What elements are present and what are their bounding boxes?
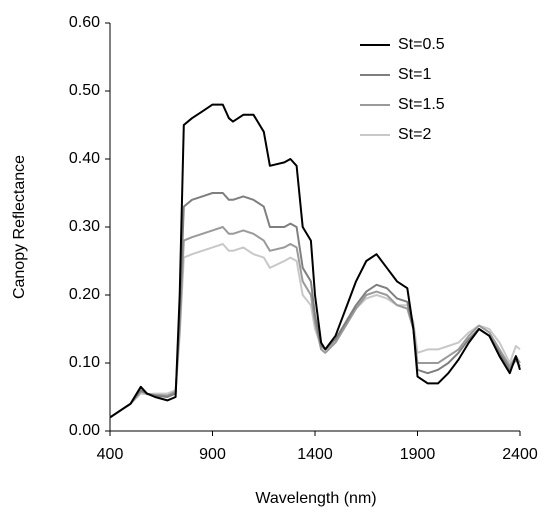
x-tick-label: 1900 — [400, 446, 436, 463]
x-tick-label: 900 — [199, 446, 226, 463]
y-tick-label: 0.20 — [69, 286, 100, 303]
series-line — [109, 103, 521, 419]
legend-label: St=0.5 — [398, 36, 445, 53]
y-axis-title: Canopy Reflectance — [11, 155, 28, 299]
y-tick-label: 0.10 — [69, 354, 100, 371]
series-line — [109, 226, 521, 419]
y-tick-label: 0.40 — [69, 150, 100, 167]
x-tick-label: 400 — [97, 446, 124, 463]
x-tick-label: 1400 — [297, 446, 333, 463]
series-line — [109, 192, 521, 419]
y-tick-label: 0.60 — [69, 14, 100, 31]
y-tick-label: 0.30 — [69, 218, 100, 235]
legend-label: St=1 — [398, 66, 431, 83]
legend-label: St=1.5 — [398, 96, 445, 113]
x-axis-title: Wavelength (nm) — [255, 490, 376, 507]
legend-label: St=2 — [398, 126, 431, 143]
x-tick-label: 2400 — [502, 446, 538, 463]
y-tick-label: 0.50 — [69, 82, 100, 99]
y-tick-label: 0.00 — [69, 422, 100, 439]
series-line — [109, 243, 521, 419]
